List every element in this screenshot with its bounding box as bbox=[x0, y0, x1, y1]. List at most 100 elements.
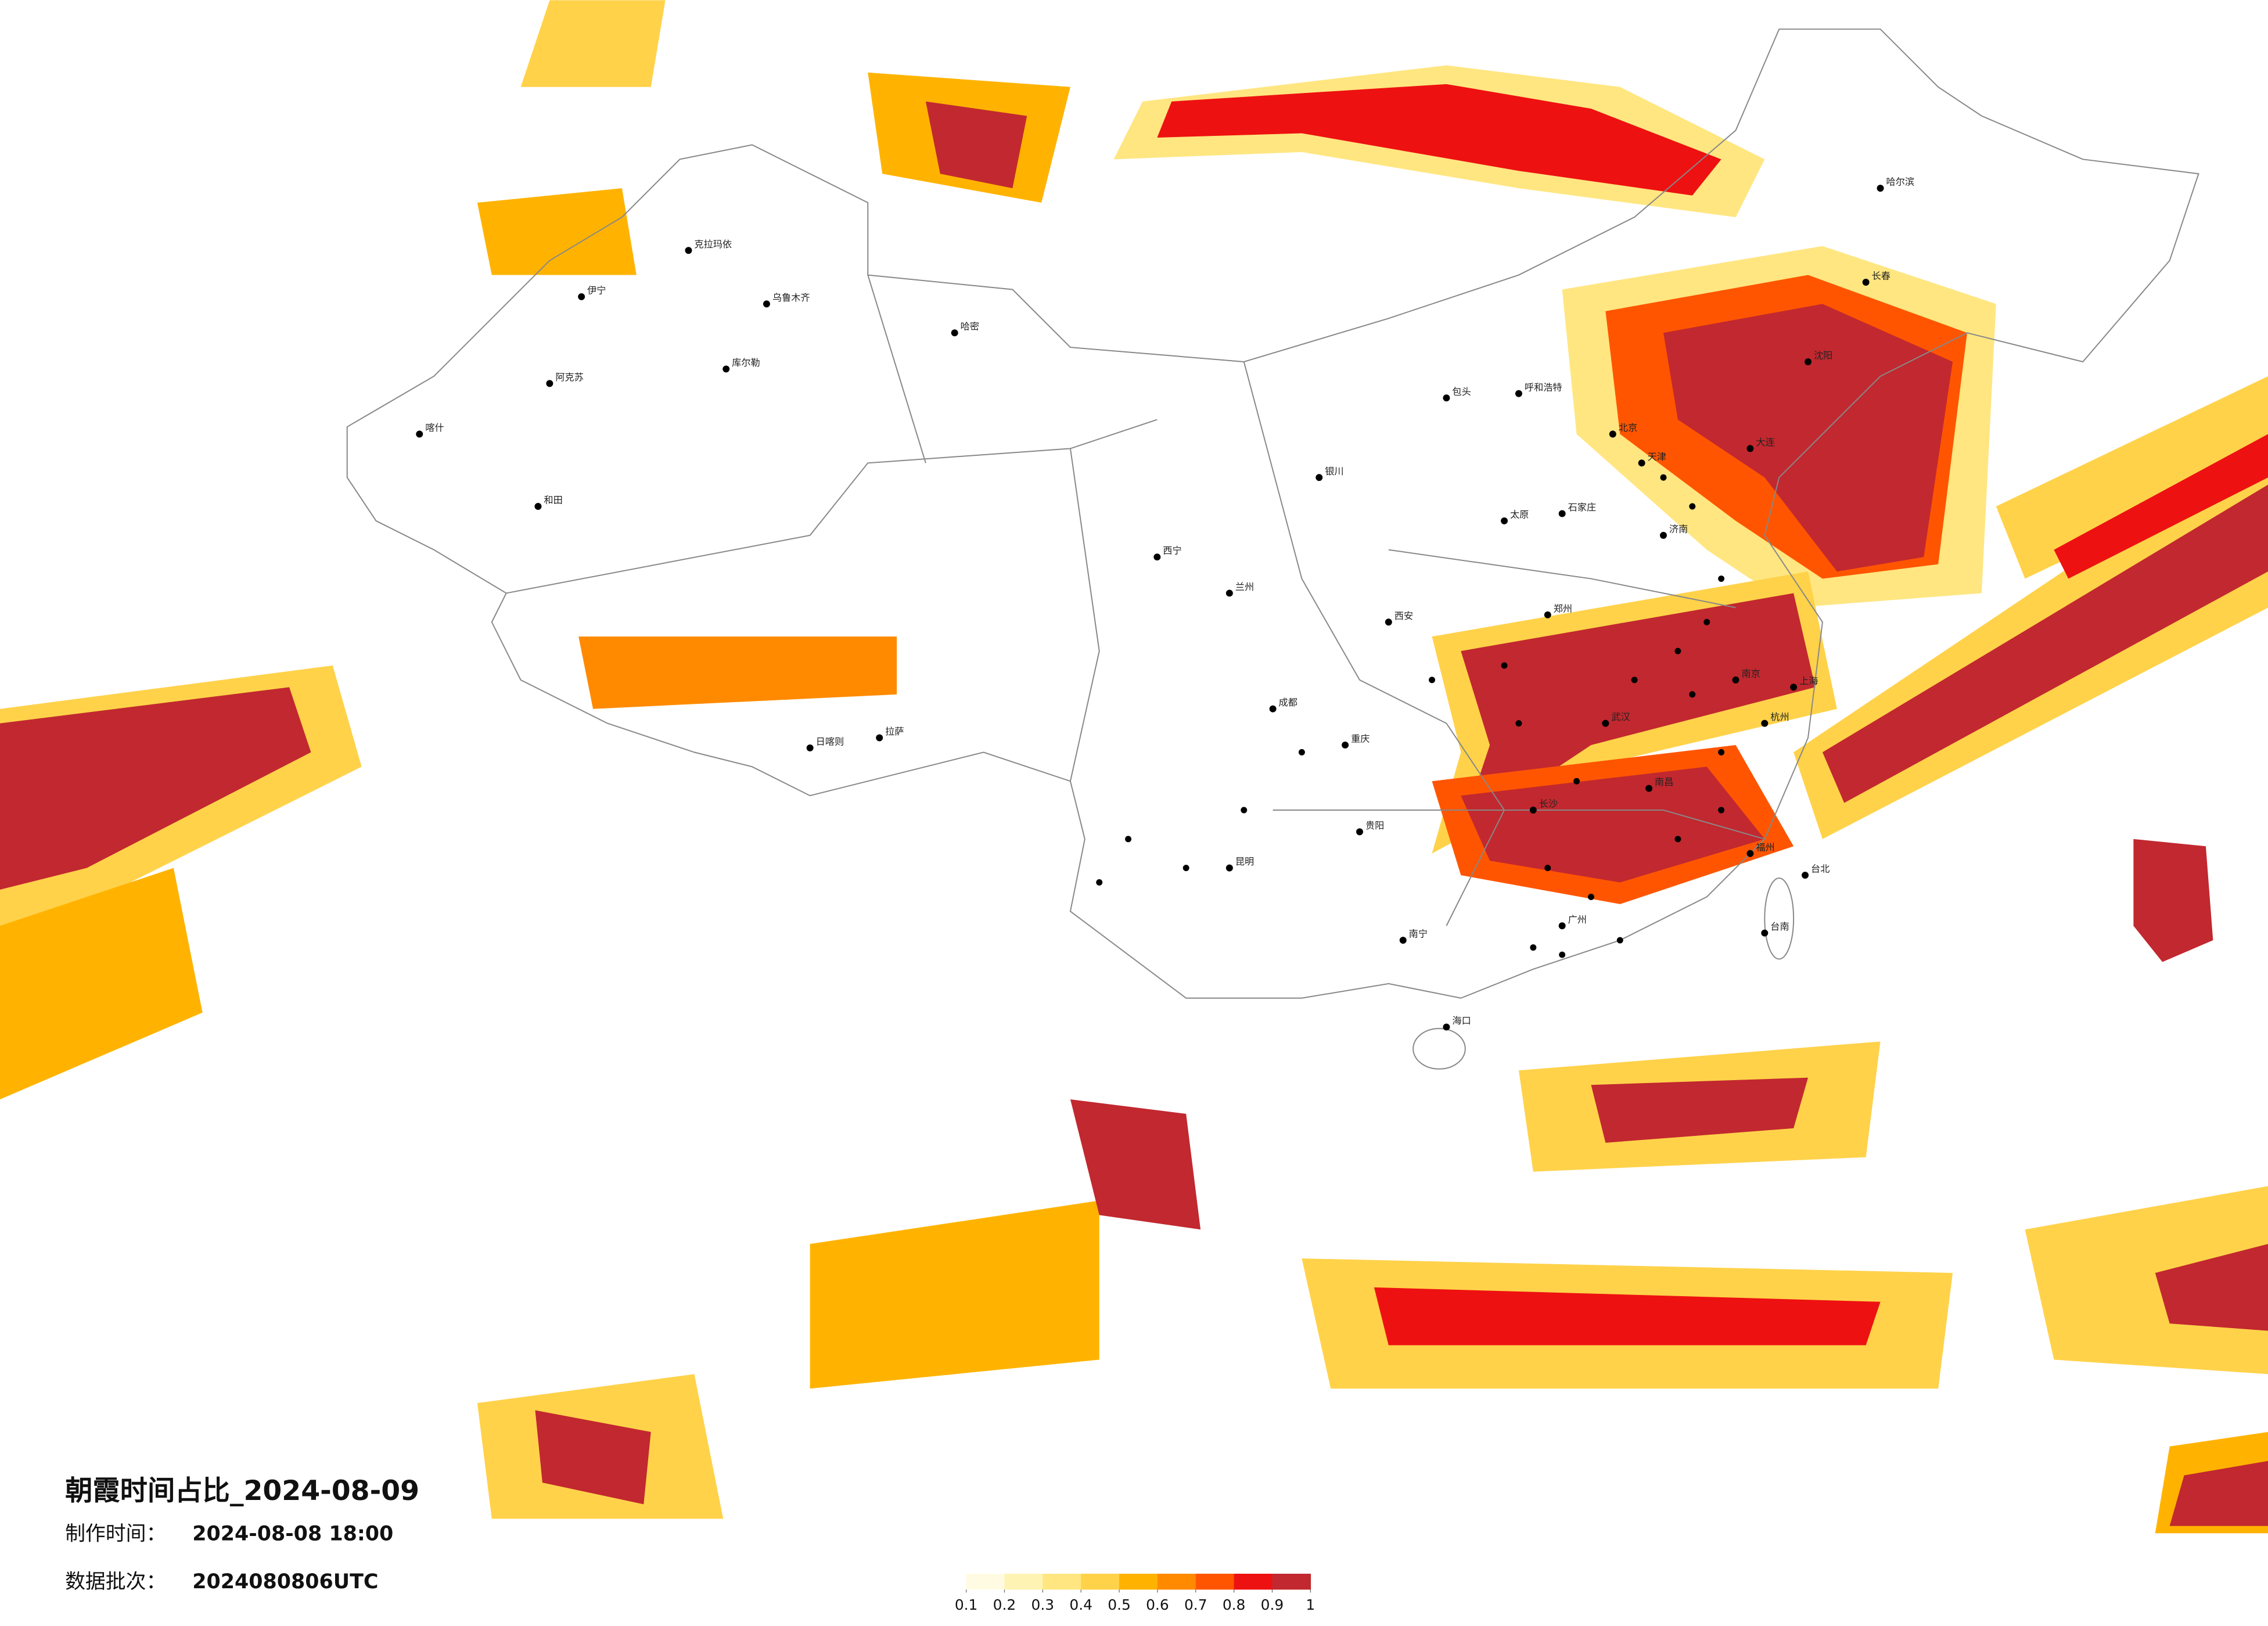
city-dot bbox=[1645, 785, 1653, 792]
city-label: 台北 bbox=[1811, 864, 1830, 875]
heat-area bbox=[578, 636, 897, 709]
heat-area bbox=[1461, 767, 1765, 883]
heat-area bbox=[1663, 304, 1953, 572]
province-line bbox=[1388, 549, 1736, 609]
station-dot bbox=[1182, 865, 1189, 872]
station-dot bbox=[1660, 474, 1667, 481]
city-label: 哈密 bbox=[961, 321, 979, 332]
legend-tick-label: 1 bbox=[1306, 1596, 1315, 1613]
legend-tick-label: 0.5 bbox=[1108, 1596, 1131, 1613]
legend-swatch bbox=[1081, 1573, 1120, 1590]
city-dot bbox=[1443, 1023, 1450, 1031]
city-label: 哈尔滨 bbox=[1886, 177, 1915, 188]
city-dot bbox=[1558, 510, 1566, 517]
legend-swatch bbox=[1234, 1573, 1273, 1590]
legend-swatch bbox=[966, 1573, 1005, 1590]
city-dot bbox=[1269, 705, 1277, 713]
made-time: 2024-08-08 18:00 bbox=[192, 1523, 393, 1546]
city-dot bbox=[1558, 922, 1566, 930]
city-dot bbox=[806, 744, 814, 751]
city-label: 南京 bbox=[1741, 668, 1760, 679]
station-dot bbox=[1703, 618, 1710, 625]
city-label: 济南 bbox=[1669, 523, 1688, 534]
city-dot bbox=[1225, 864, 1233, 872]
station-dot bbox=[1515, 720, 1522, 727]
heat-area bbox=[2054, 434, 2268, 579]
city-label: 贵阳 bbox=[1365, 820, 1384, 831]
station-dot bbox=[1530, 944, 1537, 951]
city-label: 库尔勒 bbox=[732, 357, 760, 368]
city-label: 重庆 bbox=[1351, 733, 1370, 744]
heat-area bbox=[535, 1410, 651, 1505]
city-label: 北京 bbox=[1619, 422, 1637, 433]
legend-tick-label: 0.7 bbox=[1184, 1596, 1207, 1613]
city-label: 广州 bbox=[1568, 914, 1587, 925]
city-dot bbox=[876, 734, 883, 742]
legend-tick-label: 0.4 bbox=[1069, 1596, 1092, 1613]
province-line bbox=[867, 275, 926, 463]
city-label: 西宁 bbox=[1163, 545, 1181, 556]
city-dot bbox=[534, 503, 542, 510]
legend-tick-label: 0.9 bbox=[1261, 1596, 1284, 1613]
city-dot bbox=[578, 293, 585, 300]
legend-swatch bbox=[1004, 1573, 1044, 1590]
station-dot bbox=[1125, 836, 1132, 843]
city-dot bbox=[1385, 618, 1392, 626]
station-dot bbox=[1674, 647, 1681, 654]
city-dot bbox=[1862, 279, 1870, 286]
station-dot bbox=[1689, 503, 1696, 510]
city-dot bbox=[1356, 828, 1363, 836]
city-dot bbox=[1443, 394, 1450, 402]
station-dot bbox=[1689, 691, 1696, 698]
city-label: 阿克苏 bbox=[555, 372, 584, 383]
city-label: 台南 bbox=[1770, 921, 1789, 932]
heat-area bbox=[0, 687, 311, 890]
legend-tick-label: 0.1 bbox=[955, 1596, 978, 1613]
heat-area bbox=[810, 1200, 1099, 1389]
city-dot bbox=[1225, 589, 1233, 597]
city-label: 兰州 bbox=[1235, 581, 1254, 592]
legend-swatch bbox=[1043, 1573, 1081, 1590]
station-dot bbox=[1718, 749, 1725, 756]
hainan bbox=[1412, 1028, 1466, 1070]
city-label: 太原 bbox=[1510, 509, 1529, 520]
map-title: 朝霞时间占比_2024-08-09 bbox=[65, 1475, 419, 1507]
city-label: 包头 bbox=[1452, 386, 1471, 397]
country-outline bbox=[346, 28, 2199, 1070]
province-line bbox=[1243, 361, 1505, 926]
city-dot bbox=[1802, 872, 1809, 879]
city-label: 日喀则 bbox=[816, 736, 844, 747]
heat-area bbox=[477, 188, 637, 275]
heat-area bbox=[2133, 839, 2213, 962]
station-dot bbox=[1718, 807, 1725, 814]
legend-swatch bbox=[1119, 1573, 1158, 1590]
city-dot bbox=[1609, 430, 1616, 438]
taiwan bbox=[1764, 877, 1795, 960]
city-label: 南昌 bbox=[1655, 776, 1673, 787]
city-label: 石家庄 bbox=[1568, 502, 1597, 513]
city-dot bbox=[763, 300, 770, 308]
city-dot bbox=[1342, 741, 1349, 749]
city-label: 南宁 bbox=[1409, 929, 1428, 940]
station-dot bbox=[1718, 575, 1725, 582]
station-dot bbox=[1544, 865, 1551, 872]
city-dot bbox=[1660, 531, 1667, 539]
heat-area bbox=[0, 868, 203, 1100]
city-label: 福州 bbox=[1756, 841, 1774, 852]
heat-layer bbox=[0, 0, 2268, 1534]
batch-label: 数据批次： bbox=[65, 1570, 166, 1593]
heat-area bbox=[1157, 84, 1721, 196]
city-dot bbox=[1638, 459, 1645, 467]
station-dot bbox=[1559, 951, 1566, 958]
city-label: 伊宁 bbox=[587, 285, 606, 296]
city-label: 上海 bbox=[1799, 675, 1818, 686]
city-dot bbox=[1746, 445, 1754, 452]
city-dot bbox=[1153, 553, 1161, 561]
city-dot bbox=[723, 365, 730, 373]
city-dot bbox=[1732, 676, 1739, 684]
city-dot bbox=[546, 380, 553, 387]
heat-area bbox=[2169, 1460, 2268, 1526]
city-label: 郑州 bbox=[1554, 603, 1572, 614]
china-border bbox=[346, 28, 2199, 999]
